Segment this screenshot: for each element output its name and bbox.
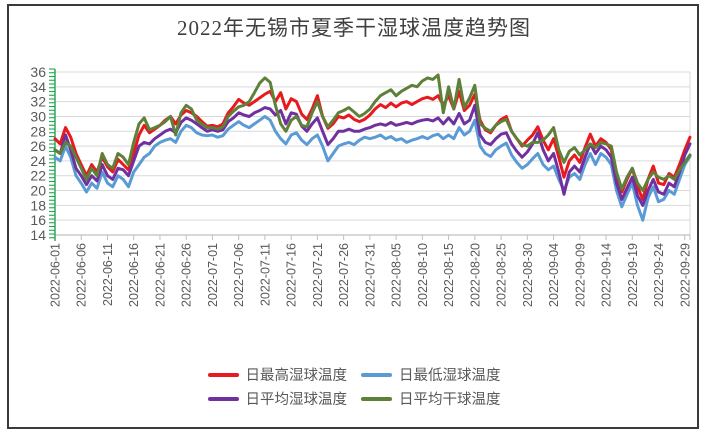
legend-swatch-purple-line: [207, 396, 239, 401]
x-axis-tick-label: 2022-08-30: [521, 243, 535, 307]
x-axis-tick-label: 2022-07-26: [337, 243, 351, 307]
series-line-2: [53, 103, 692, 207]
legend-swatch-green-line: [361, 396, 392, 401]
legend-row: 日平均湿球温度 日平均干球温度: [207, 388, 501, 409]
chart-title: 2022年无锡市夏季干湿球温度趋势图: [177, 16, 531, 40]
x-axis-tick-label: 2022-09-19: [626, 243, 640, 307]
y-axis-tick-label: 30: [30, 108, 46, 124]
x-axis-tick-label: 2022-07-11: [258, 243, 272, 306]
chart-frame-border: [7, 4, 699, 429]
y-axis-tick-label: 34: [30, 79, 46, 95]
y-axis-tick-label: 32: [30, 94, 46, 110]
legend-item-max-wet-bulb: 日最高湿球温度: [207, 364, 348, 385]
y-axis-tick-label: 28: [30, 123, 46, 139]
legend-label: 日平均湿球温度: [245, 392, 348, 408]
y-axis-tick-label: 26: [30, 138, 46, 154]
legend-label: 日最高湿球温度: [245, 368, 348, 384]
x-axis-tick-label: 2022-07-31: [363, 243, 377, 307]
legend-row: 日最高湿球温度 日最低湿球温度: [207, 364, 501, 385]
legend-label: 日平均干球温度: [399, 392, 501, 408]
x-axis-tick-label: 2022-08-15: [442, 243, 456, 307]
legend-swatch-blue-line: [361, 372, 392, 377]
legend-item-avg-dry-bulb: 日平均干球温度: [361, 388, 501, 409]
chart-legend: 日最高湿球温度 日最低湿球温度 日平均湿球温度 日平均干球温度: [0, 364, 708, 409]
x-axis-tick-label: 2022-06-21: [153, 243, 167, 307]
x-axis-tick-label: 2022-09-29: [678, 243, 692, 307]
x-axis-tick-label: 2022-06-16: [127, 243, 141, 307]
y-axis-tick-label: 16: [30, 212, 46, 228]
legend-swatch-red-line: [207, 372, 239, 377]
x-axis-tick-label: 2022-07-01: [206, 243, 220, 307]
x-axis-tick-label: 2022-06-26: [180, 243, 194, 307]
series-line-1: [53, 115, 692, 222]
x-axis-tick-label: 2022-09-04: [547, 243, 561, 307]
x-axis-tick-label: 2022-06-06: [75, 243, 89, 307]
y-axis-tick-label: 36: [30, 64, 46, 80]
x-axis-tick-label: 2022-06-11: [101, 243, 115, 306]
x-axis-tick-label: 2022-09-09: [573, 243, 587, 307]
x-axis-tick-label: 2022-09-14: [600, 243, 614, 307]
x-axis-tick-label: 2022-06-01: [49, 243, 63, 307]
y-axis-tick-label: 24: [30, 153, 46, 169]
x-axis-tick-label: 2022-07-16: [285, 243, 299, 307]
x-axis-tick-label: 2022-08-05: [390, 243, 404, 307]
x-axis-tick-label: 2022-07-21: [311, 243, 325, 307]
legend-item-min-wet-bulb: 日最低湿球温度: [361, 364, 501, 385]
y-axis-tick-label: 18: [30, 197, 46, 213]
x-axis-tick-label: 2022-09-24: [652, 243, 666, 307]
x-axis-tick-label: 2022-08-10: [416, 243, 430, 307]
y-axis-tick-label: 20: [30, 183, 46, 199]
x-axis-tick-label: 2022-08-25: [495, 243, 509, 307]
series-line-3: [53, 73, 692, 192]
x-axis-tick-label: 2022-07-06: [232, 243, 246, 307]
legend-label: 日最低湿球温度: [399, 368, 501, 384]
y-axis-tick-label: 14: [30, 227, 46, 243]
x-axis-tick-label: 2022-08-20: [468, 243, 482, 307]
y-axis-tick-label: 22: [30, 168, 46, 184]
legend-item-avg-wet-bulb: 日平均湿球温度: [207, 388, 348, 409]
